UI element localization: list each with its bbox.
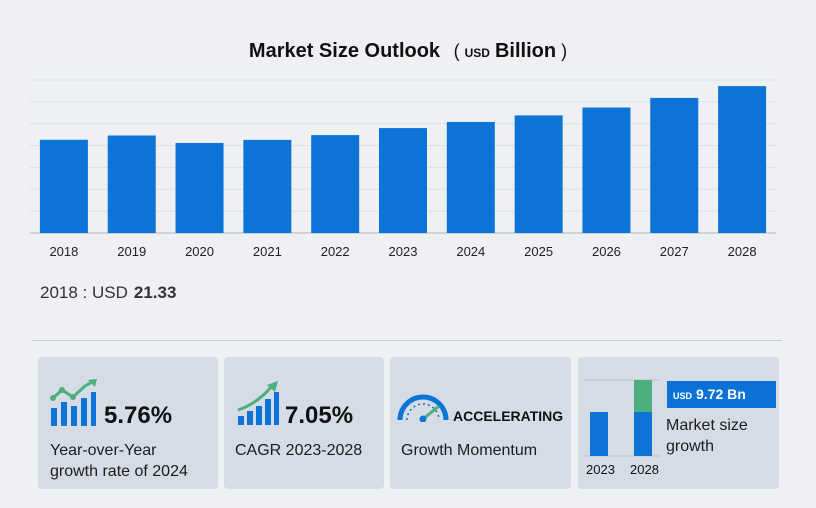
bar-2026 [582,107,631,233]
momentum-card [390,357,571,489]
cagr-label: CAGR 2023-2028 [235,442,363,459]
mini-bar-2023 [590,412,608,456]
momentum-label: Growth Momentum [401,442,538,459]
mini-year-start: 2023 [586,462,615,477]
badge-unit: USD [673,391,693,401]
market-size-label-line1: Market size [666,417,748,434]
bar-2018 [39,139,88,233]
bar-2024 [446,121,495,233]
bar-2020 [175,142,224,233]
x-tick-label: 2021 [253,244,282,259]
market-size-label-line2: growth [666,438,715,455]
chart-title: Market Size Outlook ( USD Billion ) [0,40,816,63]
growth-chart-icon [50,379,97,426]
speedometer-icon [397,394,449,422]
bar-2028 [718,86,767,234]
bar-2019 [107,135,156,233]
x-tick-label: 2025 [524,244,553,259]
badge-value: 9.72 Bn [696,386,746,402]
x-tick-label: 2022 [321,244,350,259]
x-tick-label: 2028 [728,244,757,259]
mini-bar-2028-base [634,412,652,456]
yoy-value: 5.76% [104,402,173,429]
cagr-value: 7.05% [285,402,354,429]
bar-2023 [379,128,427,233]
market-size-badge: USD 9.72 Bn [667,381,776,408]
market-size-label: Market size growth [666,415,748,457]
first-year-number: 21.33 [133,283,177,302]
unit-currency: USD [464,46,490,60]
yoy-label-line2: growth rate of 2024 [50,463,188,480]
divider [32,340,782,341]
yoy-label: Year-over-Year growth rate of 2024 [50,440,188,482]
first-year-value: 2018 : USD 21.33 [40,283,176,303]
x-tick-label: 2027 [660,244,689,259]
yoy-label-line1: Year-over-Year [50,442,157,459]
x-tick-label: 2020 [185,244,214,259]
rising-bars-icon [237,381,279,425]
yoy-card [38,357,218,489]
x-tick-label: 2026 [592,244,621,259]
first-year-label: 2018 : USD [40,283,128,302]
chart-unit: ( USD Billion ) [453,40,568,62]
bar-chart: 2018 2019 2020 2021 2022 2023 2024 2025 2026 2027… [30,79,776,259]
bar-2021 [243,139,292,233]
market-size-card [578,357,779,489]
unit-scale: Billion [494,40,557,62]
x-tick-label: 2024 [456,244,485,259]
bar-2025 [514,115,563,233]
x-tick-label: 2019 [117,244,146,259]
x-tick-label: 2023 [389,244,418,259]
bar-2022 [311,135,360,233]
bar-2027 [650,97,699,234]
chart-title-text: Market Size Outlook [248,40,441,62]
market-size-mini-chart [584,379,660,457]
mini-bar-2028-growth [634,380,652,412]
momentum-value: ACCELERATING [453,408,564,424]
x-tick-label: 2018 [49,244,78,259]
mini-year-end: 2028 [630,462,659,477]
